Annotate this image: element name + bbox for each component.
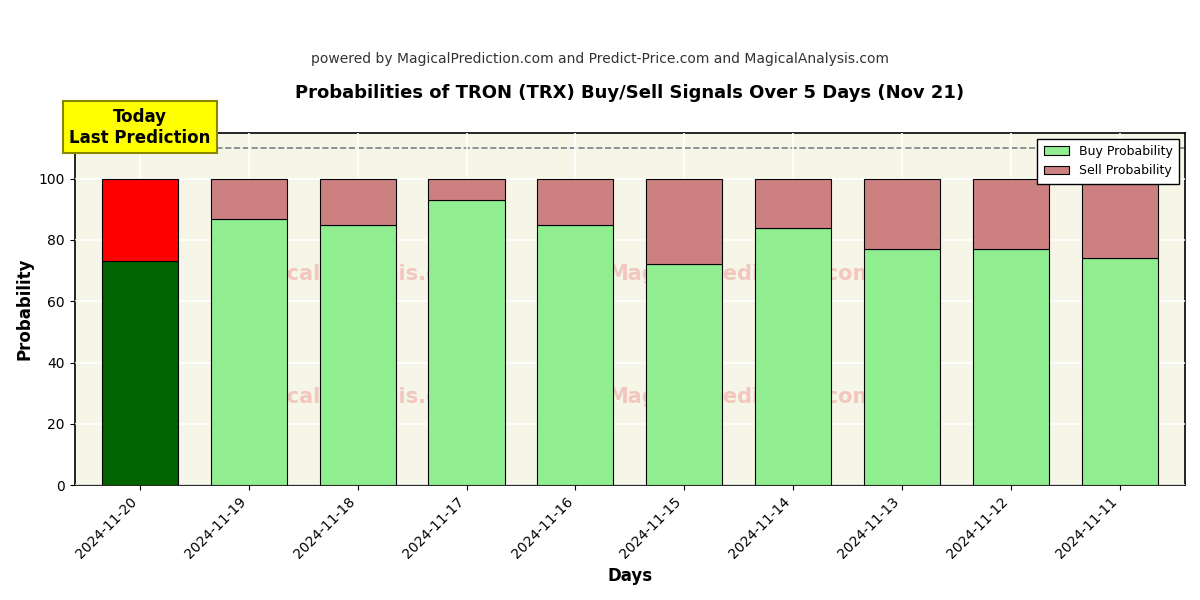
Legend: Buy Probability, Sell Probability: Buy Probability, Sell Probability (1037, 139, 1178, 184)
Text: MagicalAnalysis.com: MagicalAnalysis.com (230, 387, 474, 407)
Bar (428, 179, 505, 200)
Bar (319, 179, 396, 224)
Bar (211, 179, 287, 218)
Bar (646, 265, 722, 485)
Text: MagicalAnalysis.com: MagicalAnalysis.com (230, 263, 474, 284)
Bar (538, 179, 613, 224)
Bar (538, 224, 613, 485)
Bar (1081, 259, 1158, 485)
Bar (755, 179, 832, 228)
Bar (864, 249, 940, 485)
Y-axis label: Probability: Probability (16, 257, 34, 360)
Bar (755, 228, 832, 485)
Text: MagicalPrediction.com: MagicalPrediction.com (607, 387, 875, 407)
X-axis label: Days: Days (607, 567, 653, 585)
Bar (973, 249, 1049, 485)
Text: MagicalPrediction.com: MagicalPrediction.com (607, 263, 875, 284)
Bar (211, 218, 287, 485)
Bar (102, 179, 178, 262)
Bar (1081, 179, 1158, 259)
Title: Probabilities of TRON (TRX) Buy/Sell Signals Over 5 Days (Nov 21): Probabilities of TRON (TRX) Buy/Sell Sig… (295, 84, 965, 102)
Text: Today
Last Prediction: Today Last Prediction (70, 108, 211, 146)
Text: powered by MagicalPrediction.com and Predict-Price.com and MagicalAnalysis.com: powered by MagicalPrediction.com and Pre… (311, 52, 889, 66)
Bar (428, 200, 505, 485)
Bar (864, 179, 940, 249)
Bar (646, 179, 722, 265)
Bar (973, 179, 1049, 249)
Bar (319, 224, 396, 485)
Bar (102, 262, 178, 485)
